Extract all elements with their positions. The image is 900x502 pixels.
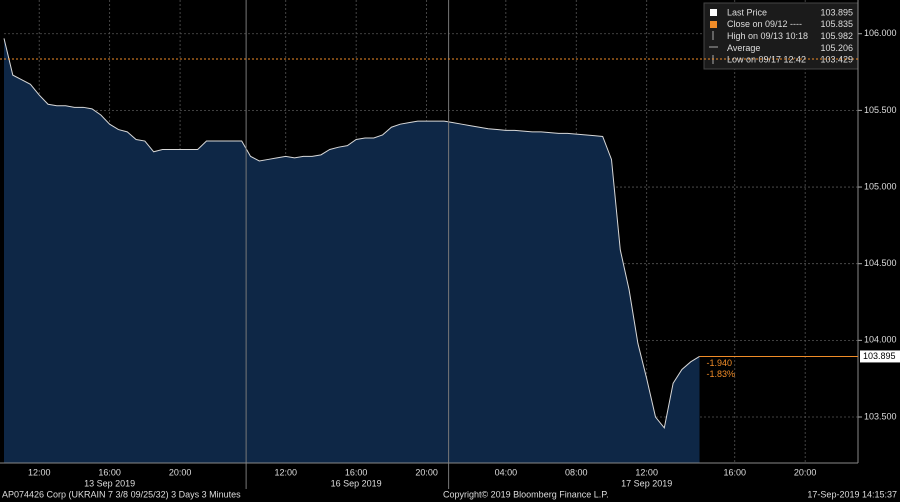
legend-label: Average xyxy=(727,43,760,53)
x-tick-label: 12:00 xyxy=(28,467,51,477)
legend-icon xyxy=(710,9,717,16)
legend-box xyxy=(703,2,859,70)
annotation: -1.83% xyxy=(707,369,736,379)
y-tick-label: 105.000 xyxy=(864,181,897,191)
legend-icon xyxy=(710,21,717,28)
y-tick-label: 104.500 xyxy=(864,258,897,268)
x-tick-label: 16:00 xyxy=(723,467,746,477)
x-tick-label: 08:00 xyxy=(565,467,588,477)
y-tick-label: 104.000 xyxy=(864,335,897,345)
x-date-label: 13 Sep 2019 xyxy=(84,478,135,488)
y-tick-label: 103.500 xyxy=(864,411,897,421)
x-tick-label: 12:00 xyxy=(274,467,297,477)
last-price-label: 103.895 xyxy=(863,351,896,361)
legend-value: 103.895 xyxy=(820,7,853,17)
annotation: -1.940 xyxy=(707,358,733,368)
copyright: Copyright© 2019 Bloomberg Finance L.P. xyxy=(443,489,609,499)
x-tick-label: 20:00 xyxy=(794,467,817,477)
x-date-label: 16 Sep 2019 xyxy=(331,478,382,488)
x-tick-label: 20:00 xyxy=(415,467,438,477)
legend-value: 103.429 xyxy=(820,55,853,65)
legend-value: 105.206 xyxy=(820,43,853,53)
x-tick-label: 16:00 xyxy=(98,467,121,477)
legend-value: 105.982 xyxy=(820,31,853,41)
security-label: AP074426 Corp (UKRAIN 7 3/8 09/25/32) 3 … xyxy=(2,489,241,499)
legend-value: 105.835 xyxy=(820,19,853,29)
legend-label: Low on 09/17 12:42 xyxy=(727,55,806,65)
legend-label: Last Price xyxy=(727,7,767,17)
y-tick-label: 106.000 xyxy=(864,28,897,38)
legend-label: High on 09/13 10:18 xyxy=(727,31,808,41)
x-tick-label: 04:00 xyxy=(495,467,518,477)
area xyxy=(4,38,700,463)
x-tick-label: 16:00 xyxy=(345,467,368,477)
y-tick-label: 105.500 xyxy=(864,105,897,115)
legend-label: Close on 09/12 ---- xyxy=(727,19,802,29)
timestamp: 17-Sep-2019 14:15:37 xyxy=(807,489,897,499)
x-date-label: 17 Sep 2019 xyxy=(621,478,672,488)
line xyxy=(3,38,700,430)
x-tick-label: 12:00 xyxy=(635,467,658,477)
x-tick-label: 20:00 xyxy=(169,467,192,477)
last-price-tag xyxy=(860,350,900,363)
